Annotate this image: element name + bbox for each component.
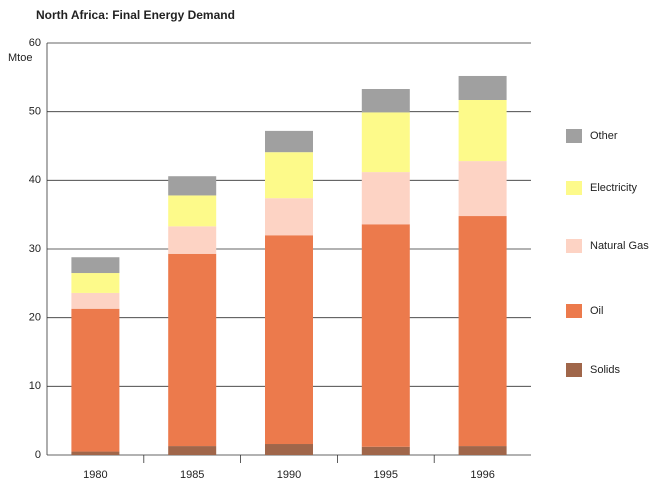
y-tick-label: 30	[29, 243, 41, 255]
legend-label: Natural Gas	[590, 240, 649, 252]
y-tick-label: 60	[29, 37, 41, 49]
bar-segment	[265, 198, 313, 236]
bar-segment	[71, 273, 120, 293]
legend-label: Oil	[590, 305, 603, 317]
y-axis-label: Mtoe	[8, 52, 32, 64]
bar-segment	[71, 451, 120, 455]
bar-segment	[168, 195, 217, 227]
bar-segment	[361, 446, 410, 455]
bar-segment	[361, 224, 410, 447]
x-tick-label: 1985	[180, 469, 204, 479]
legend-label: Electricity	[590, 182, 638, 194]
bar-segment	[458, 75, 507, 100]
legend-label: Other	[590, 130, 618, 142]
bar-segment	[361, 172, 410, 225]
legend-swatch	[566, 239, 582, 253]
bar-segment	[71, 308, 120, 452]
bar-segment	[168, 226, 217, 254]
x-tick-label: 1996	[470, 469, 494, 479]
y-tick-label: 40	[29, 174, 41, 186]
bar-segment	[265, 235, 313, 445]
bar-segment	[458, 446, 507, 455]
y-tick-label: 10	[29, 380, 41, 392]
bar-segment	[458, 161, 507, 217]
legend-swatch	[566, 363, 582, 377]
legend-swatch	[566, 181, 582, 195]
y-tick-label: 20	[29, 312, 41, 324]
y-tick-label: 0	[35, 449, 41, 461]
x-tick-label: 1995	[374, 469, 398, 479]
bar-segment	[265, 444, 313, 455]
bar-segment	[265, 152, 313, 199]
legend-swatch	[566, 304, 582, 318]
x-tick-label: 1980	[83, 469, 107, 479]
bar-segment	[458, 216, 507, 447]
bar-segment	[361, 89, 410, 113]
bar-segment	[71, 257, 120, 274]
bar-segment	[168, 253, 217, 447]
bar-segment	[458, 99, 507, 162]
bar-segment	[265, 130, 313, 153]
legend-label: Solids	[590, 364, 620, 376]
y-tick-label: 50	[29, 106, 41, 118]
bar-segment	[71, 292, 120, 309]
legend-swatch	[566, 129, 582, 143]
x-tick-label: 1990	[277, 469, 301, 479]
bar-segment	[168, 446, 217, 455]
chart-title: North Africa: Final Energy Demand	[36, 8, 235, 22]
bar-segment	[168, 176, 217, 196]
bar-segment	[361, 112, 410, 173]
